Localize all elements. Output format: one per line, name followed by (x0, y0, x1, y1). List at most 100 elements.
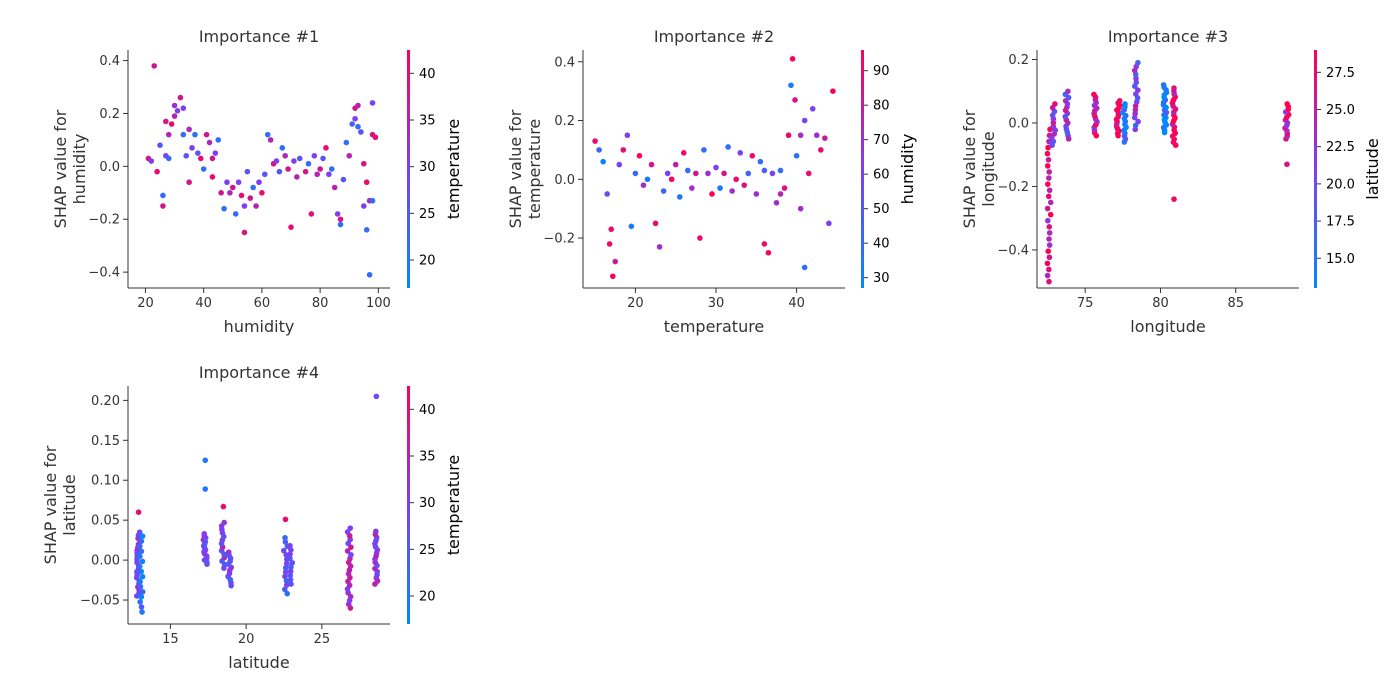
y-tick-label: 0.00 (91, 554, 120, 569)
subplot-2: Importance #2 20 30 40 −0.2 0.0 0.2 0.4 temperat… (506, 27, 917, 336)
scatter-point (664, 170, 671, 177)
x-tick-label: 100 (366, 296, 391, 311)
scatter-point (282, 539, 289, 545)
scatter-point (792, 97, 798, 103)
scatter-point (139, 558, 146, 565)
scatter-point (288, 224, 294, 230)
scatter-point (328, 166, 335, 172)
scatter-point (1160, 82, 1167, 88)
scatter-point (733, 176, 739, 183)
scatter-point (154, 168, 160, 175)
scatter-point (262, 171, 268, 178)
scatter-point (363, 227, 370, 233)
scatter-point (1046, 175, 1052, 181)
scatter-point (279, 145, 286, 151)
scatter-point (137, 599, 143, 605)
scatter-point (282, 573, 288, 580)
colorbar-label: temperature (444, 455, 463, 556)
colorbar (407, 50, 410, 288)
scatter-point (138, 568, 145, 575)
colorbar-tick-label: 40 (419, 67, 436, 82)
scatter-point (1091, 91, 1097, 98)
scatter-point (160, 192, 166, 199)
scatter-point (157, 142, 163, 148)
scatter-point (1045, 248, 1052, 254)
scatter-point (138, 604, 145, 610)
subplot-title: Importance #4 (199, 363, 319, 382)
scatter-point (326, 171, 332, 178)
colorbar-tick-label: 50 (873, 202, 890, 217)
scatter-point (165, 155, 172, 162)
scatter-point (721, 170, 727, 177)
scatter-point (180, 105, 187, 111)
scatter-point (1044, 260, 1051, 267)
scatter-point (355, 102, 361, 109)
scatter-point (139, 573, 146, 580)
scatter-point (737, 150, 743, 156)
scatter-point (289, 559, 296, 566)
scatter-point (1046, 278, 1052, 285)
scatter-point (717, 185, 723, 191)
scatter-point (361, 160, 367, 167)
scatter-point (361, 203, 367, 209)
scatter-point (139, 609, 145, 615)
scatter-point (334, 211, 341, 217)
scatter-point (287, 551, 293, 558)
x-axis-label: humidity (224, 317, 295, 336)
scatter-point (1045, 217, 1051, 224)
scatter-point (200, 166, 207, 172)
scatter-point (813, 132, 820, 139)
scatter-point (1116, 97, 1123, 104)
scatter-point (1284, 161, 1290, 168)
y-tick-label: −0.2 (88, 213, 120, 228)
scatter-point (259, 190, 265, 196)
scatter-point (830, 88, 836, 94)
scatter-point (247, 195, 254, 201)
scatter-point (676, 194, 683, 200)
x-tick-label: 20 (137, 296, 154, 311)
scatter-point (192, 131, 198, 138)
scatter-point (189, 145, 195, 151)
subplot-1: Importance #1 20 40 60 80 100 −0.4 −0.2 0.0 0.2 0.… (51, 27, 463, 336)
scatter-point (749, 152, 756, 159)
y-tick-label: 0.0 (99, 160, 120, 175)
colorbar-tick-label: 70 (873, 133, 890, 148)
x-tick-label: 40 (788, 296, 805, 311)
scatter-point (203, 131, 210, 138)
scatter-point (202, 457, 209, 464)
scatter-point (1135, 118, 1141, 125)
scatter-point (331, 184, 338, 191)
scatter-point (296, 155, 303, 162)
y-tick-label: −0.4 (88, 266, 120, 281)
scatter-point (136, 529, 143, 535)
scatter-point (224, 179, 230, 186)
scatter-point (282, 516, 289, 523)
y-tick-label: 0.2 (1008, 53, 1029, 68)
colorbar-tick-label: 35 (419, 114, 436, 129)
scatter-point (250, 184, 256, 191)
colorbar-label: humidity (898, 134, 917, 205)
scatter-point (138, 548, 145, 555)
scatter-point (793, 152, 800, 159)
scatter-point (282, 569, 289, 575)
scatter-point (227, 190, 233, 196)
scatter-point (138, 538, 145, 545)
scatter-point (343, 139, 350, 146)
scatter-point (628, 223, 635, 230)
colorbar-tick-label: 60 (873, 168, 890, 183)
scatter-point (235, 179, 242, 186)
scatter-point (137, 553, 143, 560)
scatter-point (697, 235, 703, 241)
scatter-point (168, 121, 175, 127)
scatter-point (280, 547, 287, 554)
scatter-point (1065, 88, 1071, 95)
scatter-point (220, 503, 227, 510)
scatter-point (1171, 196, 1177, 202)
scatter-point (1171, 85, 1177, 91)
x-axis-label: latitude (228, 653, 289, 672)
scatter-point (244, 168, 251, 175)
colorbar-label: latitude (1363, 138, 1382, 199)
scatter-point (288, 564, 294, 570)
x-tick-label: 80 (312, 296, 329, 311)
scatter-point (369, 197, 376, 204)
